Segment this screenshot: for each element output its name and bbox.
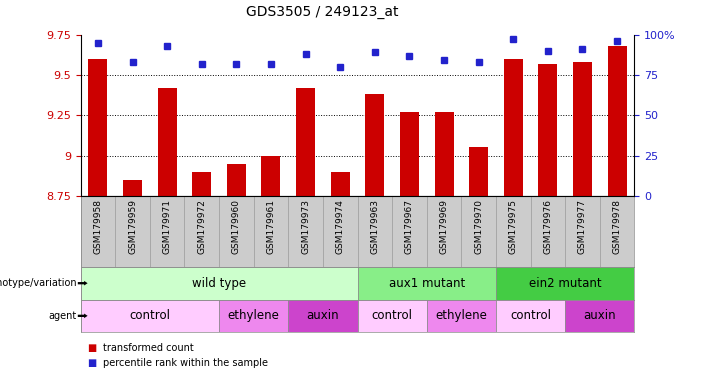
- Bar: [392, 196, 427, 267]
- Text: GSM179969: GSM179969: [440, 199, 449, 254]
- Bar: [531, 196, 565, 267]
- Text: ■: ■: [88, 358, 97, 368]
- Bar: [331, 172, 350, 196]
- Text: GSM179971: GSM179971: [163, 199, 172, 254]
- Bar: [427, 196, 461, 267]
- Bar: [565, 196, 600, 267]
- Text: GSM179978: GSM179978: [613, 199, 622, 254]
- Bar: [261, 156, 280, 196]
- Text: GSM179959: GSM179959: [128, 199, 137, 254]
- Bar: [358, 196, 392, 267]
- Bar: [158, 88, 177, 196]
- Bar: [88, 59, 107, 196]
- Bar: [123, 180, 142, 196]
- Bar: [600, 196, 634, 267]
- Bar: [358, 300, 427, 332]
- Bar: [461, 196, 496, 267]
- Bar: [427, 300, 496, 332]
- Bar: [323, 196, 358, 267]
- Text: ethylene: ethylene: [435, 310, 487, 322]
- Bar: [469, 147, 488, 196]
- Bar: [192, 172, 211, 196]
- Text: GSM179958: GSM179958: [93, 199, 102, 254]
- Bar: [504, 59, 523, 196]
- Bar: [115, 196, 150, 267]
- Text: wild type: wild type: [192, 277, 246, 290]
- Text: GSM179967: GSM179967: [405, 199, 414, 254]
- Bar: [81, 267, 358, 300]
- Text: ■: ■: [88, 343, 97, 353]
- Text: auxin: auxin: [583, 310, 616, 322]
- Text: GSM179977: GSM179977: [578, 199, 587, 254]
- Bar: [496, 267, 634, 300]
- Text: aux1 mutant: aux1 mutant: [388, 277, 465, 290]
- Bar: [496, 196, 531, 267]
- Bar: [81, 196, 115, 267]
- Text: percentile rank within the sample: percentile rank within the sample: [103, 358, 268, 368]
- Bar: [150, 196, 184, 267]
- Bar: [288, 196, 323, 267]
- Text: control: control: [130, 310, 170, 322]
- Text: GSM179963: GSM179963: [370, 199, 379, 254]
- Bar: [573, 62, 592, 196]
- Text: GSM179976: GSM179976: [543, 199, 552, 254]
- Bar: [496, 300, 565, 332]
- Bar: [288, 300, 358, 332]
- Bar: [184, 196, 219, 267]
- Bar: [365, 94, 384, 196]
- Bar: [538, 64, 557, 196]
- Text: GSM179960: GSM179960: [232, 199, 241, 254]
- Text: GSM179972: GSM179972: [197, 199, 206, 253]
- Text: auxin: auxin: [306, 310, 339, 322]
- Text: GSM179973: GSM179973: [301, 199, 310, 254]
- Text: ein2 mutant: ein2 mutant: [529, 277, 601, 290]
- Bar: [608, 46, 627, 196]
- Bar: [565, 300, 634, 332]
- Text: GSM179974: GSM179974: [336, 199, 345, 253]
- Bar: [219, 300, 288, 332]
- Text: transformed count: transformed count: [103, 343, 193, 353]
- Bar: [435, 112, 454, 196]
- Text: agent: agent: [49, 311, 77, 321]
- Bar: [219, 196, 254, 267]
- Text: GSM179975: GSM179975: [509, 199, 518, 254]
- Text: GDS3505 / 249123_at: GDS3505 / 249123_at: [246, 5, 399, 19]
- Text: GSM179970: GSM179970: [474, 199, 483, 254]
- Text: genotype/variation: genotype/variation: [0, 278, 77, 288]
- Bar: [400, 112, 419, 196]
- Text: ethylene: ethylene: [228, 310, 280, 322]
- Text: control: control: [372, 310, 413, 322]
- Text: GSM179961: GSM179961: [266, 199, 275, 254]
- Bar: [254, 196, 288, 267]
- Bar: [81, 300, 219, 332]
- Text: control: control: [510, 310, 551, 322]
- Bar: [296, 88, 315, 196]
- Bar: [358, 267, 496, 300]
- Bar: [227, 164, 246, 196]
